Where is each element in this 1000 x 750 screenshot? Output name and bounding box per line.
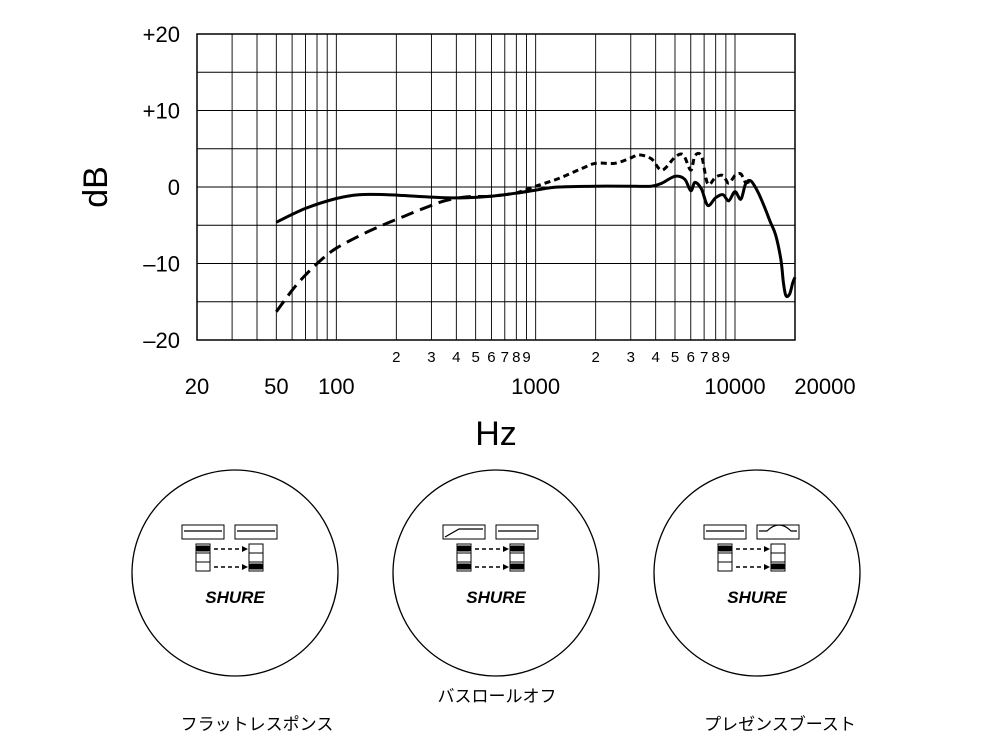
switch-knob xyxy=(510,545,524,552)
arrow-head xyxy=(503,564,509,570)
arrow-head xyxy=(503,546,509,552)
x-minor-tick-label: 4 xyxy=(452,349,460,366)
response-curve xyxy=(759,524,797,532)
response-icon xyxy=(234,524,278,540)
arrow-head xyxy=(764,546,770,552)
series-line-short-dash xyxy=(515,151,752,195)
caption-presence-boost: プレゼンスブースト xyxy=(704,715,856,735)
x-minor-tick-label: 5 xyxy=(471,349,479,366)
arrow-head xyxy=(764,564,770,570)
x-minor-tick-label: 2 xyxy=(392,349,400,366)
frequency-response-chart: +20+100–10–202 3 4 5 6 7 8 9 2 3 4 5 6 7 8 920 50 100 1000… xyxy=(77,22,856,453)
panel-circle xyxy=(131,469,339,677)
x-axis-title: Hz xyxy=(475,415,517,453)
x-minor-tick-label: 6 xyxy=(687,349,695,366)
x-minor-tick-label: 7 xyxy=(700,349,708,366)
y-tick-label: +10 xyxy=(143,99,180,124)
x-minor-tick-label: 9 xyxy=(722,349,730,366)
x-major-tick-label: 10000 xyxy=(704,374,765,399)
switch-diagram: SHURE xyxy=(131,469,339,677)
x-minor-tick-label: 8 xyxy=(712,349,720,366)
y-tick-label: +20 xyxy=(143,22,180,47)
switch-knob xyxy=(510,563,524,570)
x-minor-tick-label: 6 xyxy=(487,349,495,366)
x-major-tick-label: 20000 xyxy=(794,374,855,399)
switch-knob xyxy=(771,563,785,570)
switch-slot xyxy=(248,552,264,563)
switch-slot xyxy=(770,543,786,554)
switch-panel-flat: SHURE xyxy=(130,468,340,678)
caption-flat-response: フラットレスポンス xyxy=(180,715,334,735)
switch-diagram: SHURE xyxy=(392,469,600,677)
switch-knob xyxy=(718,545,732,552)
switch-panel-presence-boost: SHURE xyxy=(652,468,862,678)
y-tick-label: –10 xyxy=(143,252,180,277)
shure-logo: SHURE xyxy=(727,588,787,607)
x-minor-tick-label: 3 xyxy=(627,349,635,366)
response-icon xyxy=(756,524,800,540)
switch-panel-bass-rolloff: SHURE xyxy=(391,468,601,678)
y-axis-title: dB xyxy=(77,166,115,208)
switch-slot xyxy=(456,552,472,563)
switch-slot xyxy=(195,552,211,563)
plot-frame xyxy=(196,33,796,341)
caption-bass-rolloff: バスロールオフ xyxy=(437,687,557,707)
x-minor-tick-label: 5 xyxy=(671,349,679,366)
switch-slot xyxy=(248,543,264,554)
switch-knob xyxy=(196,545,210,552)
x-minor-tick-label: 2 xyxy=(591,349,599,366)
arrow-head xyxy=(242,546,248,552)
series-line-solid xyxy=(275,174,797,299)
panel-circle xyxy=(392,469,600,677)
x-minor-tick-label: 9 xyxy=(522,349,530,366)
switch-slot xyxy=(717,561,733,572)
switch-slot xyxy=(717,552,733,563)
x-major-tick-label: 50 xyxy=(264,374,288,399)
switch-slot xyxy=(509,552,525,563)
switch-knob xyxy=(249,563,263,570)
switch-knob xyxy=(457,545,471,552)
switch-slot xyxy=(195,561,211,572)
y-tick-label: –20 xyxy=(143,328,180,353)
response-icon xyxy=(703,524,747,540)
response-icon xyxy=(495,524,539,540)
x-minor-tick-label: 4 xyxy=(652,349,660,366)
y-tick-label: 0 xyxy=(168,175,180,200)
x-major-tick-label: 20 xyxy=(185,374,209,399)
shure-logo: SHURE xyxy=(466,588,526,607)
series-line-long-dash xyxy=(275,188,536,313)
response-icon xyxy=(442,524,486,540)
x-minor-tick-label: 3 xyxy=(427,349,435,366)
switch-knob xyxy=(457,563,471,570)
shure-logo: SHURE xyxy=(205,588,265,607)
switch-diagram: SHURE xyxy=(653,469,861,677)
panel-circle xyxy=(653,469,861,677)
response-curve xyxy=(444,528,483,538)
response-icon xyxy=(181,524,225,540)
x-minor-tick-label: 7 xyxy=(501,349,509,366)
switch-slot xyxy=(770,552,786,563)
x-major-tick-label: 100 xyxy=(318,374,355,399)
arrow-head xyxy=(242,564,248,570)
x-major-tick-label: 1000 xyxy=(511,374,560,399)
x-minor-tick-label: 8 xyxy=(512,349,520,366)
